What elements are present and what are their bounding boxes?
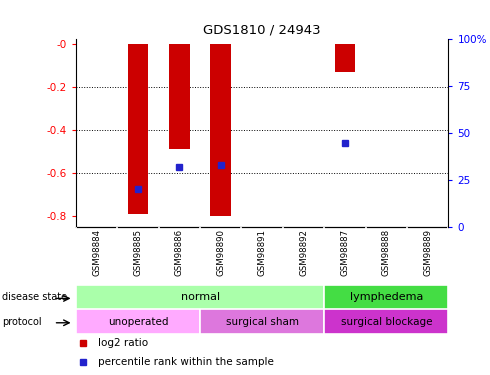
Bar bbox=[76, 309, 200, 334]
Bar bbox=[210, 44, 231, 216]
Text: log2 ratio: log2 ratio bbox=[98, 338, 148, 348]
Bar bbox=[324, 309, 448, 334]
Text: GSM98890: GSM98890 bbox=[216, 229, 225, 276]
Bar bbox=[335, 44, 355, 72]
Bar bbox=[128, 44, 148, 214]
Text: GSM98885: GSM98885 bbox=[133, 229, 143, 276]
Bar bbox=[169, 44, 190, 149]
Text: surgical blockage: surgical blockage bbox=[341, 316, 432, 327]
Text: GSM98889: GSM98889 bbox=[423, 229, 432, 276]
Bar bbox=[324, 285, 448, 309]
Text: GSM98888: GSM98888 bbox=[382, 229, 391, 276]
Text: percentile rank within the sample: percentile rank within the sample bbox=[98, 357, 274, 367]
Title: GDS1810 / 24943: GDS1810 / 24943 bbox=[203, 24, 321, 37]
Text: lymphedema: lymphedema bbox=[349, 292, 423, 302]
Text: GSM98891: GSM98891 bbox=[258, 229, 267, 276]
Text: unoperated: unoperated bbox=[108, 316, 168, 327]
Bar bbox=[200, 309, 324, 334]
Text: GSM98884: GSM98884 bbox=[92, 229, 101, 276]
Text: protocol: protocol bbox=[2, 316, 42, 327]
Text: normal: normal bbox=[180, 292, 220, 302]
Text: GSM98887: GSM98887 bbox=[341, 229, 349, 276]
Bar bbox=[76, 285, 324, 309]
Text: GSM98886: GSM98886 bbox=[175, 229, 184, 276]
Text: surgical sham: surgical sham bbox=[226, 316, 298, 327]
Text: GSM98892: GSM98892 bbox=[299, 229, 308, 276]
Text: disease state: disease state bbox=[2, 292, 68, 302]
